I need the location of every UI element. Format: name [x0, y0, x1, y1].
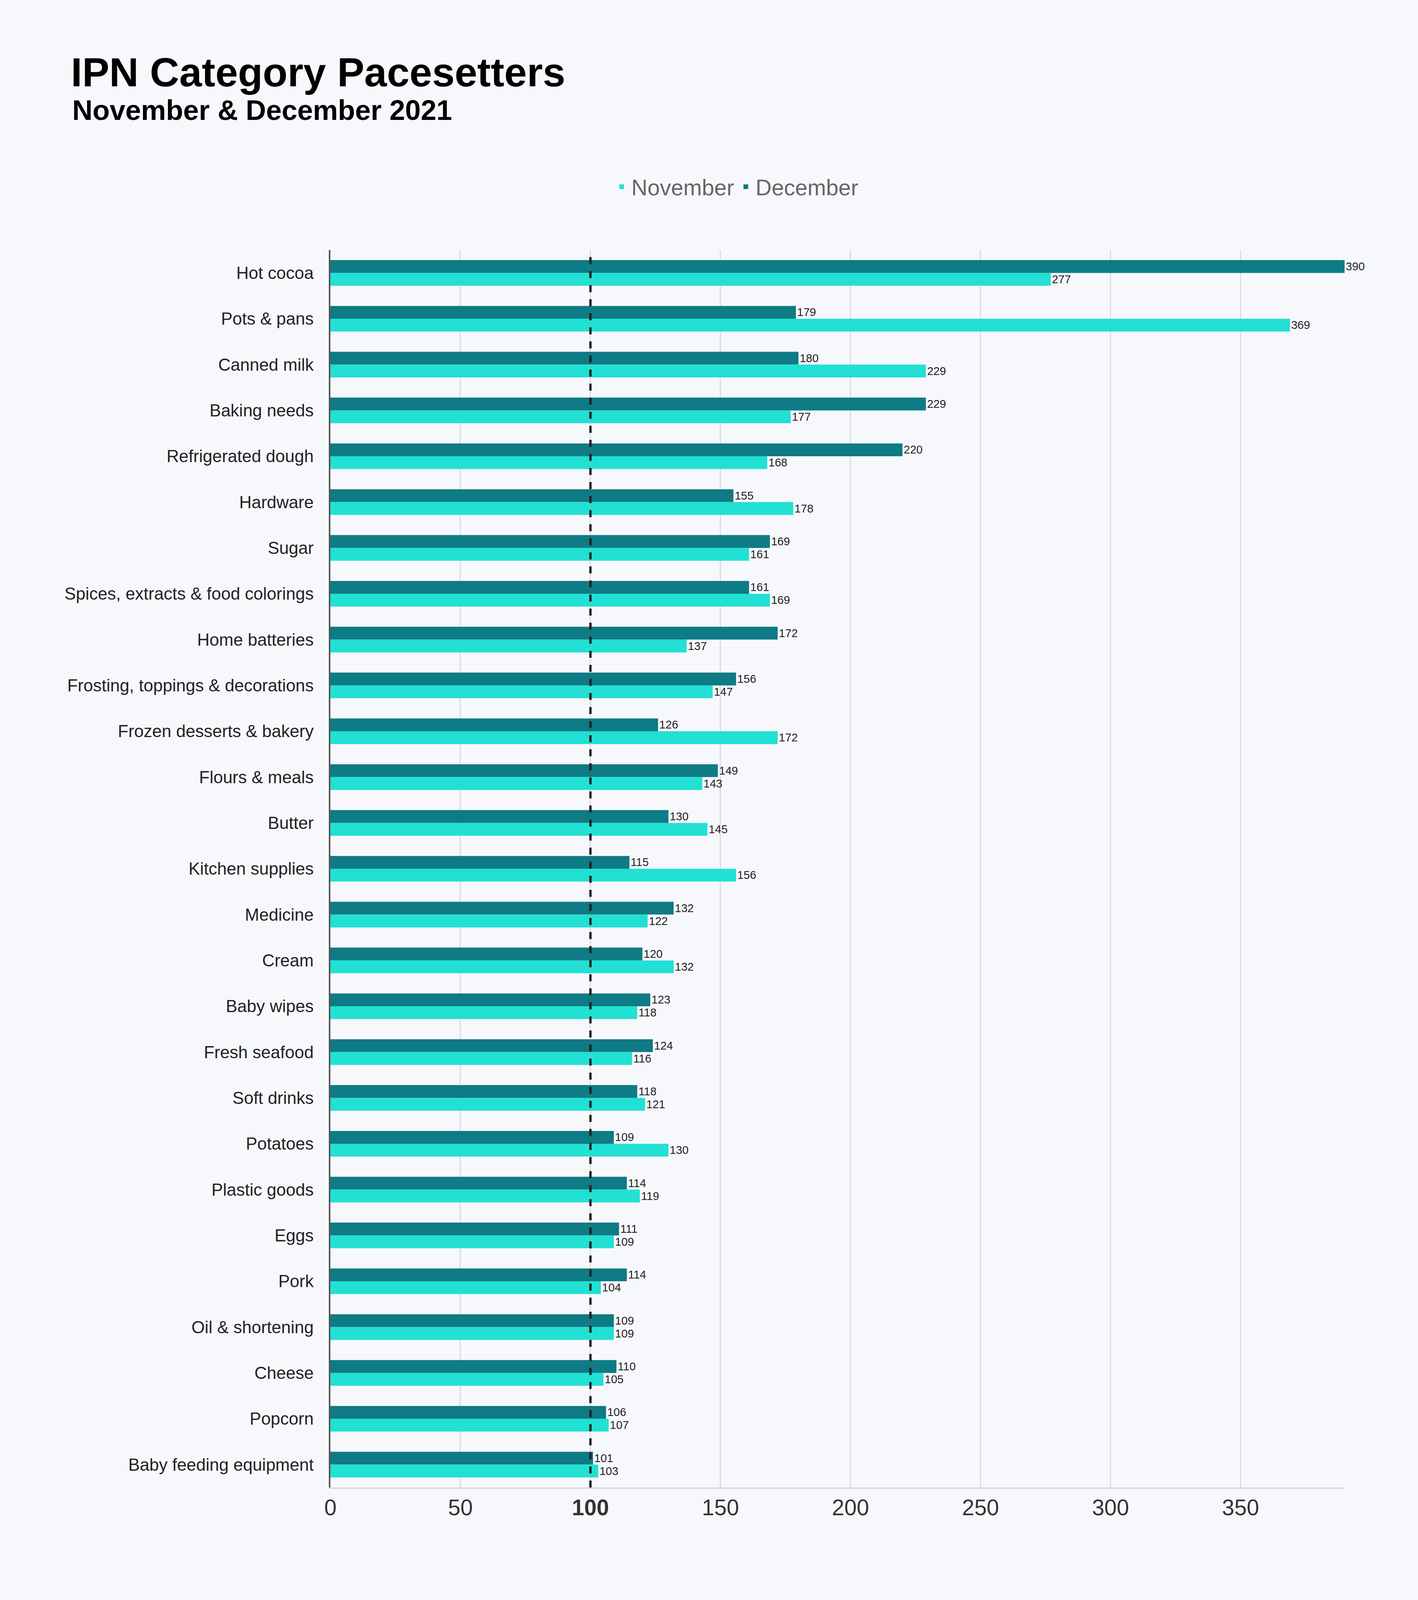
svg-text:200: 200: [831, 1494, 869, 1520]
svg-text:177: 177: [791, 410, 812, 423]
svg-text:161: 161: [750, 547, 770, 561]
svg-text:121: 121: [646, 1097, 666, 1111]
svg-text:123: 123: [651, 993, 671, 1006]
svg-text:143: 143: [703, 777, 723, 790]
svg-text:December: December: [755, 174, 859, 200]
svg-text:109: 109: [615, 1235, 635, 1248]
svg-text:Oil & shortening: Oil & shortening: [191, 1317, 314, 1337]
svg-text:109: 109: [615, 1130, 635, 1144]
svg-text:Refrigerated dough: Refrigerated dough: [166, 446, 314, 466]
svg-text:145: 145: [708, 822, 728, 836]
svg-text:105: 105: [604, 1372, 624, 1386]
svg-text:156: 156: [737, 672, 757, 685]
svg-text:101: 101: [594, 1451, 614, 1465]
svg-text:Fresh seafood: Fresh seafood: [203, 1042, 314, 1062]
svg-text:November & December 2021: November & December 2021: [72, 94, 453, 126]
svg-text:Hot cocoa: Hot cocoa: [236, 263, 314, 283]
svg-text:Pork: Pork: [278, 1271, 314, 1291]
svg-text:Cream: Cream: [262, 950, 314, 970]
svg-text:150: 150: [701, 1494, 739, 1520]
svg-text:118: 118: [638, 1084, 657, 1098]
svg-text:Butter: Butter: [267, 813, 314, 833]
svg-text:137: 137: [687, 639, 707, 653]
svg-text:132: 132: [674, 901, 694, 915]
svg-text:Baby feeding equipment: Baby feeding equipment: [128, 1454, 314, 1474]
svg-text:156: 156: [737, 868, 757, 882]
svg-text:103: 103: [599, 1464, 619, 1477]
svg-text:229: 229: [927, 364, 947, 378]
svg-text:Eggs: Eggs: [274, 1225, 314, 1245]
svg-text:110: 110: [617, 1359, 636, 1373]
svg-text:126: 126: [659, 718, 679, 731]
svg-text:180: 180: [799, 351, 819, 365]
svg-text:350: 350: [1221, 1494, 1260, 1520]
svg-text:109: 109: [615, 1314, 635, 1327]
svg-text:172: 172: [778, 626, 798, 640]
svg-text:Flours & meals: Flours & meals: [199, 767, 314, 787]
svg-text:107: 107: [610, 1418, 630, 1431]
svg-text:IPN Category Pacesetters: IPN Category Pacesetters: [71, 49, 566, 95]
svg-text:155: 155: [734, 489, 754, 502]
svg-text:111: 111: [620, 1222, 638, 1235]
svg-text:Potatoes: Potatoes: [246, 1133, 314, 1153]
svg-text:119: 119: [640, 1189, 659, 1203]
svg-text:Kitchen supplies: Kitchen supplies: [188, 858, 314, 878]
svg-text:169: 169: [770, 593, 791, 607]
svg-text:122: 122: [648, 914, 668, 928]
svg-text:Soft drinks: Soft drinks: [232, 1088, 314, 1108]
svg-text:104: 104: [602, 1280, 622, 1294]
svg-text:114: 114: [627, 1176, 646, 1190]
svg-text:172: 172: [778, 731, 798, 744]
svg-text:229: 229: [927, 397, 947, 411]
svg-text:390: 390: [1345, 260, 1365, 273]
svg-text:Pots & pans: Pots & pans: [221, 308, 314, 329]
svg-text:100: 100: [571, 1494, 609, 1520]
svg-text:50: 50: [447, 1494, 473, 1520]
svg-text:161: 161: [750, 580, 770, 594]
svg-text:114: 114: [627, 1268, 646, 1281]
svg-text:Plastic goods: Plastic goods: [211, 1179, 314, 1199]
svg-text:369: 369: [1291, 318, 1311, 332]
svg-text:Popcorn: Popcorn: [249, 1408, 314, 1428]
svg-text:109: 109: [615, 1327, 635, 1340]
svg-text:130: 130: [669, 1143, 689, 1156]
svg-text:179: 179: [797, 305, 817, 319]
svg-text:130: 130: [669, 809, 689, 823]
svg-text:Baking needs: Baking needs: [209, 400, 314, 420]
svg-text:277: 277: [1052, 272, 1072, 286]
svg-text:Medicine: Medicine: [244, 904, 314, 924]
svg-text:116: 116: [633, 1052, 652, 1065]
svg-text:118: 118: [638, 1005, 657, 1019]
svg-text:Sugar: Sugar: [267, 538, 314, 558]
svg-text:Home batteries: Home batteries: [197, 629, 314, 650]
svg-text:178: 178: [794, 502, 814, 515]
svg-text:Baby wipes: Baby wipes: [225, 996, 314, 1016]
svg-text:Frosting, toppings & decoratio: Frosting, toppings & decorations: [67, 675, 314, 695]
svg-text:149: 149: [718, 764, 739, 777]
svg-text:Hardware: Hardware: [239, 492, 314, 512]
svg-text:300: 300: [1091, 1494, 1130, 1520]
svg-text:106: 106: [607, 1405, 627, 1418]
svg-text:132: 132: [674, 960, 694, 973]
svg-text:115: 115: [630, 855, 649, 869]
svg-text:168: 168: [768, 456, 788, 469]
svg-text:124: 124: [654, 1039, 674, 1052]
svg-text:Frozen desserts & bakery: Frozen desserts & bakery: [117, 721, 314, 741]
svg-text:220: 220: [903, 443, 923, 456]
svg-text:147: 147: [713, 685, 734, 698]
svg-text:November: November: [631, 174, 735, 200]
svg-text:Cheese: Cheese: [254, 1362, 314, 1383]
svg-text:0: 0: [324, 1494, 337, 1520]
svg-text:120: 120: [643, 947, 663, 960]
svg-text:Canned milk: Canned milk: [218, 354, 315, 375]
svg-text:169: 169: [770, 535, 791, 548]
svg-text:250: 250: [961, 1494, 999, 1520]
svg-text:Spices, extracts & food colori: Spices, extracts & food colorings: [64, 583, 314, 603]
